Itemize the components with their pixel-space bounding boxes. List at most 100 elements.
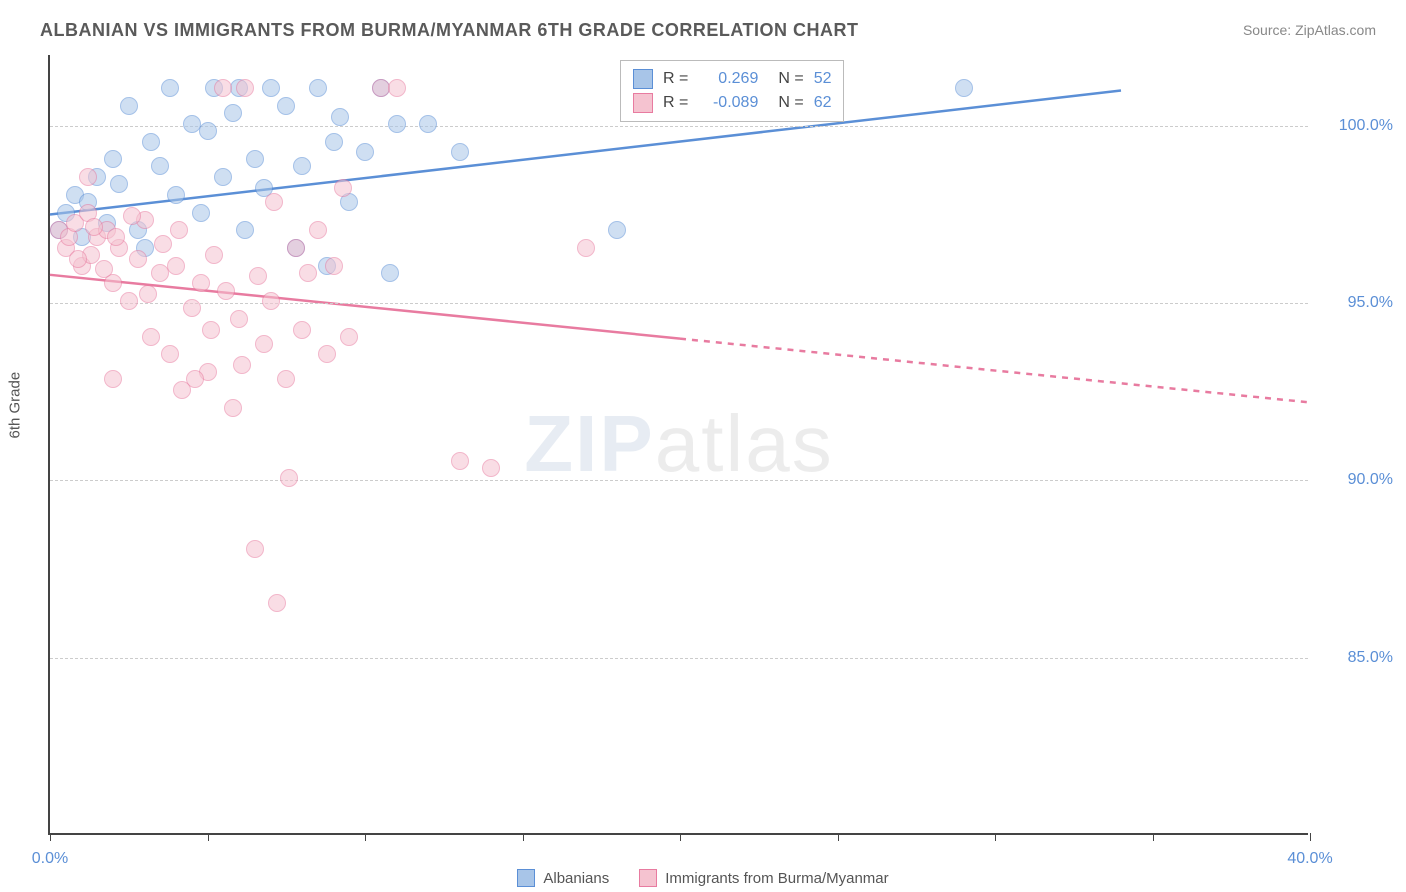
stats-n-label: N = (778, 70, 803, 88)
scatter-point (451, 143, 469, 161)
scatter-point (142, 328, 160, 346)
scatter-point (85, 218, 103, 236)
scatter-point (199, 122, 217, 140)
stats-n-label: N = (778, 94, 803, 112)
x-tick (680, 833, 681, 841)
scatter-point (224, 399, 242, 417)
scatter-point (224, 104, 242, 122)
stats-n-value: 52 (814, 70, 832, 88)
gridline (50, 303, 1308, 304)
scatter-point (154, 235, 172, 253)
legend-label: Albanians (543, 870, 609, 887)
scatter-point (129, 250, 147, 268)
y-tick-label: 100.0% (1339, 117, 1393, 135)
scatter-point (249, 267, 267, 285)
scatter-point (110, 175, 128, 193)
scatter-point (236, 221, 254, 239)
scatter-point (325, 257, 343, 275)
scatter-point (79, 168, 97, 186)
scatter-point (331, 108, 349, 126)
scatter-point (161, 79, 179, 97)
scatter-point (192, 204, 210, 222)
scatter-point (293, 157, 311, 175)
scatter-point (186, 370, 204, 388)
legend-swatch (517, 869, 535, 887)
x-tick (995, 833, 996, 841)
x-tick (365, 833, 366, 841)
scatter-point (334, 179, 352, 197)
x-tick (523, 833, 524, 841)
chart-title: ALBANIAN VS IMMIGRANTS FROM BURMA/MYANMA… (40, 20, 858, 41)
legend-label: Immigrants from Burma/Myanmar (665, 870, 888, 887)
scatter-point (293, 321, 311, 339)
scatter-point (268, 594, 286, 612)
scatter-point (104, 370, 122, 388)
scatter-point (309, 221, 327, 239)
scatter-point (451, 452, 469, 470)
scatter-point (214, 79, 232, 97)
watermark-atlas: atlas (655, 399, 834, 488)
x-tick-label: 0.0% (32, 850, 68, 868)
x-tick-label: 40.0% (1287, 850, 1332, 868)
scatter-point (95, 260, 113, 278)
x-tick (50, 833, 51, 841)
scatter-point (120, 97, 138, 115)
legend-item: Albanians (517, 869, 609, 887)
scatter-point (277, 97, 295, 115)
scatter-point (255, 335, 273, 353)
scatter-point (280, 469, 298, 487)
scatter-point (246, 150, 264, 168)
stats-r-value: 0.269 (698, 70, 758, 88)
scatter-point (277, 370, 295, 388)
scatter-point (318, 345, 336, 363)
scatter-point (482, 459, 500, 477)
stats-box: R =0.269N =52R =-0.089N =62 (620, 60, 844, 122)
scatter-point (202, 321, 220, 339)
stats-r-value: -0.089 (698, 94, 758, 112)
trend-line (50, 90, 1121, 214)
scatter-point (107, 228, 125, 246)
scatter-point (120, 292, 138, 310)
scatter-point (69, 250, 87, 268)
scatter-point (214, 168, 232, 186)
y-tick-label: 90.0% (1348, 471, 1393, 489)
gridline (50, 658, 1308, 659)
scatter-point (142, 133, 160, 151)
stats-n-value: 62 (814, 94, 832, 112)
plot-area: ZIPatlas 85.0%90.0%95.0%100.0%0.0%40.0% (48, 55, 1308, 835)
stats-swatch (633, 69, 653, 89)
scatter-point (262, 292, 280, 310)
scatter-point (167, 186, 185, 204)
stats-row: R =0.269N =52 (633, 67, 831, 91)
source-label: Source: ZipAtlas.com (1243, 22, 1376, 38)
scatter-point (217, 282, 235, 300)
scatter-point (205, 246, 223, 264)
scatter-point (299, 264, 317, 282)
scatter-point (309, 79, 327, 97)
scatter-point (192, 274, 210, 292)
scatter-point (104, 150, 122, 168)
scatter-point (356, 143, 374, 161)
scatter-point (325, 133, 343, 151)
trend-line (680, 339, 1310, 403)
scatter-point (167, 257, 185, 275)
scatter-point (262, 79, 280, 97)
scatter-point (139, 285, 157, 303)
y-tick-label: 85.0% (1348, 649, 1393, 667)
watermark: ZIPatlas (524, 398, 833, 490)
scatter-point (233, 356, 251, 374)
scatter-point (340, 328, 358, 346)
scatter-point (161, 345, 179, 363)
scatter-point (388, 115, 406, 133)
scatter-point (608, 221, 626, 239)
scatter-point (381, 264, 399, 282)
x-tick (1153, 833, 1154, 841)
scatter-point (151, 157, 169, 175)
scatter-point (577, 239, 595, 257)
scatter-point (236, 79, 254, 97)
stats-swatch (633, 93, 653, 113)
x-tick (838, 833, 839, 841)
legend: Albanians Immigrants from Burma/Myanmar (0, 869, 1406, 887)
scatter-point (183, 299, 201, 317)
scatter-point (230, 310, 248, 328)
